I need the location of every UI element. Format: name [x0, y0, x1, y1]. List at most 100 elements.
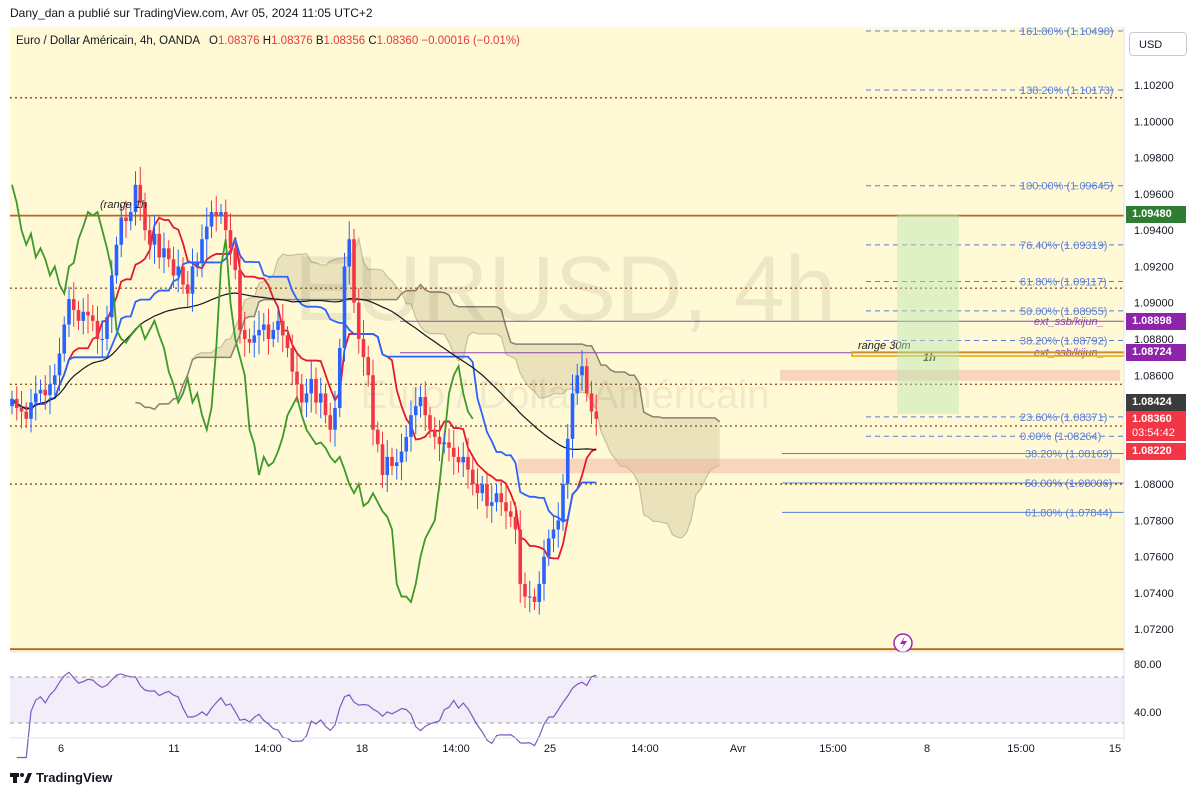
candle-body-27: [138, 184, 143, 203]
candle-body-110: [532, 596, 537, 603]
horizontal-levels: [10, 97, 1124, 651]
candle-body-88: [428, 415, 432, 430]
legend-symbol: Euro / Dollar Américain, 4h, OANDA: [16, 35, 200, 47]
senkou-span-b: [135, 283, 721, 423]
candle-body-46: [228, 230, 233, 249]
candle-body-21: [109, 275, 114, 318]
candle-body-20: [105, 317, 109, 339]
price-tick-1: 1.10000: [1134, 116, 1174, 128]
rsi-axis-label-1: 40.00: [1134, 707, 1162, 719]
price-tick-4: 1.09400: [1134, 225, 1174, 237]
candle-body-13: [71, 299, 76, 310]
candles: [10, 166, 599, 615]
price-tag-3: 1.08424: [1126, 394, 1186, 411]
price-tick-8: 1.08600: [1134, 370, 1174, 382]
time-tick-3: 18: [356, 743, 368, 755]
watermark-symbol: EURUSD, 4h: [294, 238, 836, 340]
price-tick-7: 1.08800: [1134, 334, 1174, 346]
candle-body-65: [318, 393, 323, 403]
candle-body-83: [404, 436, 409, 452]
candle-body-84: [409, 415, 413, 437]
candle-body-87: [423, 397, 428, 416]
candle-body-53: [261, 324, 266, 330]
time-tick-4: 14:00: [442, 743, 470, 755]
price-tick-0: 1.10200: [1134, 80, 1174, 92]
fib-upper-label-5: 50.00% (1.08955): [1020, 306, 1107, 318]
countdown-timer: 03:54:42: [1132, 427, 1175, 439]
candle-body-60: [295, 371, 299, 385]
annotation-range-30m: range 30m: [858, 340, 911, 352]
candle-body-104: [504, 502, 508, 512]
candle-body-81: [394, 462, 399, 466]
fib-lower-label-2: 61.80% (1.07844): [1025, 507, 1112, 519]
lightning-bolt-icon: [900, 636, 907, 650]
watermark-name: Euro / Dollar Américain: [360, 373, 769, 417]
candle-body-34: [171, 259, 176, 276]
price-tag-1: 1.08898: [1126, 313, 1186, 330]
candle-body-18: [95, 320, 100, 339]
candle-body-31: [157, 233, 162, 258]
candle-body-24: [124, 217, 128, 222]
candle-body-115: [556, 520, 561, 530]
demand-zone: [518, 458, 1120, 474]
fib-upper-label-0: 161.80% (1.10498): [1020, 26, 1114, 38]
candle-body-67: [328, 415, 333, 430]
candle-body-11: [62, 324, 67, 354]
candle-body-2: [19, 407, 24, 412]
rsi-band: [10, 677, 1124, 723]
price-tick-3: 1.09600: [1134, 189, 1174, 201]
candle-body-75: [366, 357, 371, 376]
tradingview-footer[interactable]: TradingView: [10, 770, 112, 785]
candle-body-101: [489, 502, 494, 506]
candle-body-82: [399, 451, 404, 463]
candle-body-40: [200, 239, 204, 263]
candle-body-97: [470, 469, 475, 485]
candle-body-76: [371, 375, 375, 430]
legend-b-value: 1.08356: [323, 35, 366, 47]
candle-body-7: [43, 389, 48, 396]
annotation-range-1h: (range 1h: [100, 199, 147, 211]
time-tick-5: 25: [544, 743, 556, 755]
chart-background: [10, 27, 1124, 651]
legend-h-value: 1.08376: [271, 35, 313, 47]
rsi-indicator: 80.00 40.00: [10, 659, 1162, 759]
candle-body-80: [390, 456, 394, 466]
time-tick-8: 15:00: [819, 743, 847, 755]
rsi-line: [16, 671, 597, 759]
candle-body-26: [133, 184, 138, 213]
legend-b-label: B: [315, 35, 324, 47]
candle-body-5: [33, 393, 38, 403]
candle-body-57: [280, 320, 285, 336]
price-tag-5: 1.08220: [1126, 443, 1186, 460]
candle-body-12: [67, 299, 71, 325]
price-tag-4: 1.08360 03:54:42: [1126, 411, 1186, 441]
cloud-fill: [135, 238, 720, 538]
candle-body-1: [14, 398, 19, 408]
candle-body-32: [162, 248, 166, 258]
candle-body-90: [437, 436, 442, 445]
price-tick-11: 1.08000: [1134, 479, 1174, 491]
fib-lower-label-1: 50.00% (1.08006): [1025, 478, 1112, 490]
candle-body-10: [57, 353, 62, 376]
price-tag-value: 1.09480: [1132, 208, 1172, 220]
time-tick-0: 6: [58, 743, 64, 755]
indicator-lines: [11, 184, 597, 604]
annotation-ext-ssb-2: ext_ssb/kijun_: [1034, 347, 1104, 359]
candle-body-96: [466, 456, 470, 470]
time-tick-1: 11: [168, 743, 179, 755]
fib-upper-label-4: 61.80% (1.09117): [1020, 276, 1107, 288]
annotations: (range 1h range 30m 1h ext_ssb/kijun_ ex…: [100, 199, 1125, 653]
candle-body-19: [100, 339, 105, 340]
candle-body-66: [323, 393, 328, 416]
price-tick-14: 1.07400: [1134, 588, 1174, 600]
candle-body-63: [309, 378, 314, 394]
currency-button[interactable]: USD: [1129, 32, 1187, 56]
fib-upper-label-7: 23.60% (1.08371): [1020, 412, 1107, 424]
candle-body-69: [337, 348, 342, 408]
candle-body-45: [223, 212, 228, 231]
candle-body-109: [527, 596, 532, 598]
price-tick-5: 1.09200: [1134, 261, 1174, 273]
price-tag-value: 1.08360: [1132, 413, 1172, 425]
legend-change: −0.00016 (−0.01%): [421, 35, 520, 47]
